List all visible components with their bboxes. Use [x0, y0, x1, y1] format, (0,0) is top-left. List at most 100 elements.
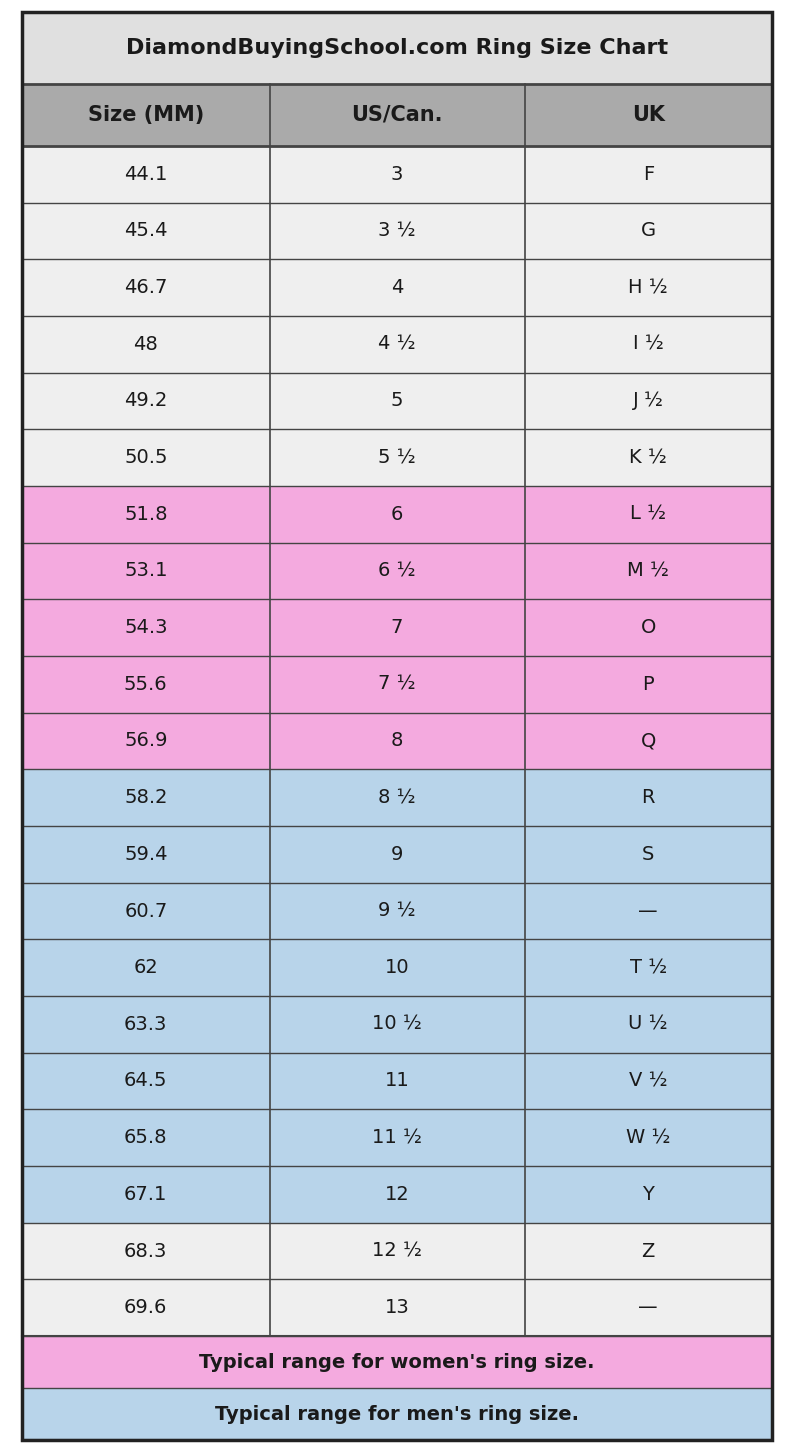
- Text: F: F: [642, 166, 654, 184]
- Text: T ½: T ½: [630, 958, 667, 977]
- Bar: [22, 84, 269, 147]
- Text: 9: 9: [391, 845, 403, 864]
- Text: 49.2: 49.2: [124, 392, 168, 411]
- Bar: [525, 656, 772, 713]
- Text: M ½: M ½: [627, 562, 669, 581]
- Text: G: G: [641, 222, 656, 241]
- Bar: [269, 260, 525, 317]
- Text: V ½: V ½: [629, 1072, 668, 1090]
- Bar: [22, 1388, 772, 1440]
- Bar: [22, 1336, 772, 1388]
- Text: S: S: [642, 845, 654, 864]
- Text: 46.7: 46.7: [124, 279, 168, 298]
- Bar: [525, 84, 772, 147]
- Bar: [525, 770, 772, 826]
- Bar: [269, 373, 525, 430]
- Text: 4: 4: [391, 279, 403, 298]
- Bar: [269, 883, 525, 939]
- Text: 10 ½: 10 ½: [372, 1015, 422, 1034]
- Bar: [269, 996, 525, 1053]
- Text: 62: 62: [133, 958, 158, 977]
- Text: 56.9: 56.9: [124, 732, 168, 751]
- Bar: [525, 1166, 772, 1223]
- Bar: [525, 939, 772, 996]
- Bar: [22, 1109, 269, 1166]
- Bar: [525, 373, 772, 430]
- Text: 67.1: 67.1: [124, 1185, 168, 1204]
- Bar: [22, 826, 269, 883]
- Bar: [269, 430, 525, 486]
- Text: 12: 12: [384, 1185, 410, 1204]
- Bar: [525, 317, 772, 373]
- Bar: [525, 713, 772, 770]
- Bar: [525, 996, 772, 1053]
- Text: 54.3: 54.3: [124, 619, 168, 637]
- Text: W ½: W ½: [626, 1128, 670, 1147]
- Bar: [22, 1223, 269, 1279]
- Bar: [269, 600, 525, 656]
- Text: 60.7: 60.7: [124, 902, 168, 921]
- Text: 10: 10: [384, 958, 410, 977]
- Bar: [525, 1109, 772, 1166]
- Bar: [525, 203, 772, 260]
- Bar: [269, 317, 525, 373]
- Text: 55.6: 55.6: [124, 675, 168, 694]
- Bar: [22, 430, 269, 486]
- Bar: [525, 147, 772, 203]
- Text: 11 ½: 11 ½: [372, 1128, 422, 1147]
- Bar: [22, 939, 269, 996]
- Text: Typical range for women's ring size.: Typical range for women's ring size.: [199, 1352, 595, 1372]
- Bar: [22, 543, 269, 600]
- Bar: [22, 12, 772, 84]
- Text: O: O: [641, 619, 656, 637]
- Bar: [269, 713, 525, 770]
- Text: 45.4: 45.4: [124, 222, 168, 241]
- Text: 44.1: 44.1: [124, 166, 168, 184]
- Text: 13: 13: [384, 1298, 410, 1317]
- Bar: [22, 996, 269, 1053]
- Text: 3 ½: 3 ½: [378, 222, 416, 241]
- Text: 68.3: 68.3: [124, 1241, 168, 1260]
- Bar: [22, 373, 269, 430]
- Text: H ½: H ½: [628, 279, 668, 298]
- Text: —: —: [638, 1298, 658, 1317]
- Bar: [269, 1109, 525, 1166]
- Bar: [525, 883, 772, 939]
- Bar: [269, 1223, 525, 1279]
- Bar: [22, 317, 269, 373]
- Text: 11: 11: [384, 1072, 410, 1090]
- Bar: [269, 1166, 525, 1223]
- Text: DiamondBuyingSchool.com Ring Size Chart: DiamondBuyingSchool.com Ring Size Chart: [126, 38, 668, 58]
- Text: 58.2: 58.2: [124, 788, 168, 807]
- Bar: [269, 826, 525, 883]
- Bar: [525, 430, 772, 486]
- Bar: [22, 260, 269, 317]
- Text: 63.3: 63.3: [124, 1015, 168, 1034]
- Text: Typical range for men's ring size.: Typical range for men's ring size.: [215, 1404, 579, 1423]
- Bar: [22, 1279, 269, 1336]
- Bar: [525, 1223, 772, 1279]
- Text: 8 ½: 8 ½: [378, 788, 416, 807]
- Text: US/Can.: US/Can.: [351, 105, 443, 125]
- Bar: [22, 486, 269, 543]
- Text: 69.6: 69.6: [124, 1298, 168, 1317]
- Bar: [22, 656, 269, 713]
- Bar: [269, 147, 525, 203]
- Bar: [525, 486, 772, 543]
- Bar: [22, 1053, 269, 1109]
- Bar: [22, 147, 269, 203]
- Bar: [269, 939, 525, 996]
- Bar: [269, 84, 525, 147]
- Text: Size (MM): Size (MM): [87, 105, 204, 125]
- Text: 51.8: 51.8: [124, 505, 168, 524]
- Text: 4 ½: 4 ½: [378, 335, 416, 354]
- Bar: [269, 486, 525, 543]
- Bar: [269, 656, 525, 713]
- Text: 12 ½: 12 ½: [372, 1241, 422, 1260]
- Text: K ½: K ½: [630, 449, 667, 468]
- Text: R: R: [642, 788, 655, 807]
- Text: —: —: [638, 902, 658, 921]
- Bar: [525, 1053, 772, 1109]
- Bar: [22, 883, 269, 939]
- Bar: [525, 543, 772, 600]
